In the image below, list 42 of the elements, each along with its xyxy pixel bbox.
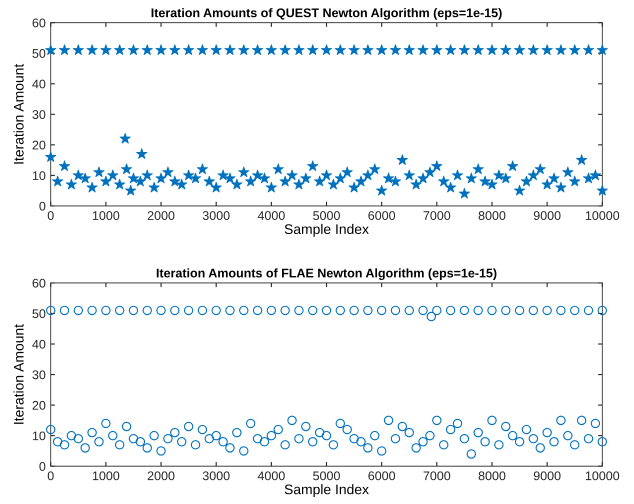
y-tick-label: 0 bbox=[39, 202, 46, 211]
x-tick-label: 0 bbox=[48, 211, 54, 220]
x-tick-label: 6000 bbox=[368, 211, 396, 220]
chart-title: Iteration Amounts of QUEST Newton Algorithm (eps=1e-15) bbox=[152, 8, 502, 20]
y-tick-label: 50 bbox=[32, 309, 46, 318]
x-tick-label: 7000 bbox=[424, 471, 450, 480]
x-tick-label: 4000 bbox=[258, 471, 285, 480]
y-tick-label: 0 bbox=[39, 462, 46, 471]
chart-title: Iteration Amounts of FLAE Newton Algorithm (eps=1e-15) bbox=[156, 268, 496, 280]
x-tick-label: 6000 bbox=[368, 471, 396, 480]
y-tick-label: 50 bbox=[32, 49, 46, 58]
x-tick-label: 9000 bbox=[534, 471, 561, 480]
y-axis-title: Iteration Amount bbox=[13, 64, 24, 164]
x-tick-label: 1000 bbox=[92, 471, 120, 480]
x-axis-title: Sample Index bbox=[284, 484, 369, 498]
y-tick-label: 30 bbox=[32, 110, 46, 119]
y-tick-label: 40 bbox=[32, 80, 46, 88]
x-tick-label: 10000 bbox=[586, 211, 620, 220]
x-tick-label: 9000 bbox=[534, 211, 561, 220]
x-tick-label: 7000 bbox=[424, 211, 450, 220]
x-tick-label: 1000 bbox=[92, 211, 120, 220]
x-tick-label: 5000 bbox=[313, 211, 340, 220]
y-tick-label: 60 bbox=[32, 278, 46, 288]
y-tick-label: 20 bbox=[32, 400, 46, 410]
x-tick-label: 2000 bbox=[148, 471, 174, 480]
x-tick-label: 3000 bbox=[202, 211, 230, 220]
y-tick-label: 10 bbox=[32, 431, 46, 440]
y-axis-title: Iteration Amount bbox=[13, 324, 24, 424]
x-tick-label: 8000 bbox=[478, 471, 506, 480]
y-tick-label: 30 bbox=[32, 370, 46, 380]
x-tick-label: 4000 bbox=[258, 211, 285, 220]
x-tick-label: 10000 bbox=[586, 471, 620, 480]
x-tick-label: 3000 bbox=[202, 471, 230, 480]
x-tick-label: 8000 bbox=[478, 211, 506, 220]
x-tick-label: 2000 bbox=[148, 211, 174, 220]
x-tick-label: 0 bbox=[48, 471, 54, 480]
y-tick-label: 10 bbox=[32, 171, 46, 180]
y-tick-label: 40 bbox=[32, 340, 46, 349]
y-tick-label: 60 bbox=[32, 18, 46, 28]
y-tick-label: 20 bbox=[32, 140, 46, 150]
x-axis-title: Sample Index bbox=[284, 224, 369, 237]
x-tick-label: 5000 bbox=[313, 471, 340, 480]
